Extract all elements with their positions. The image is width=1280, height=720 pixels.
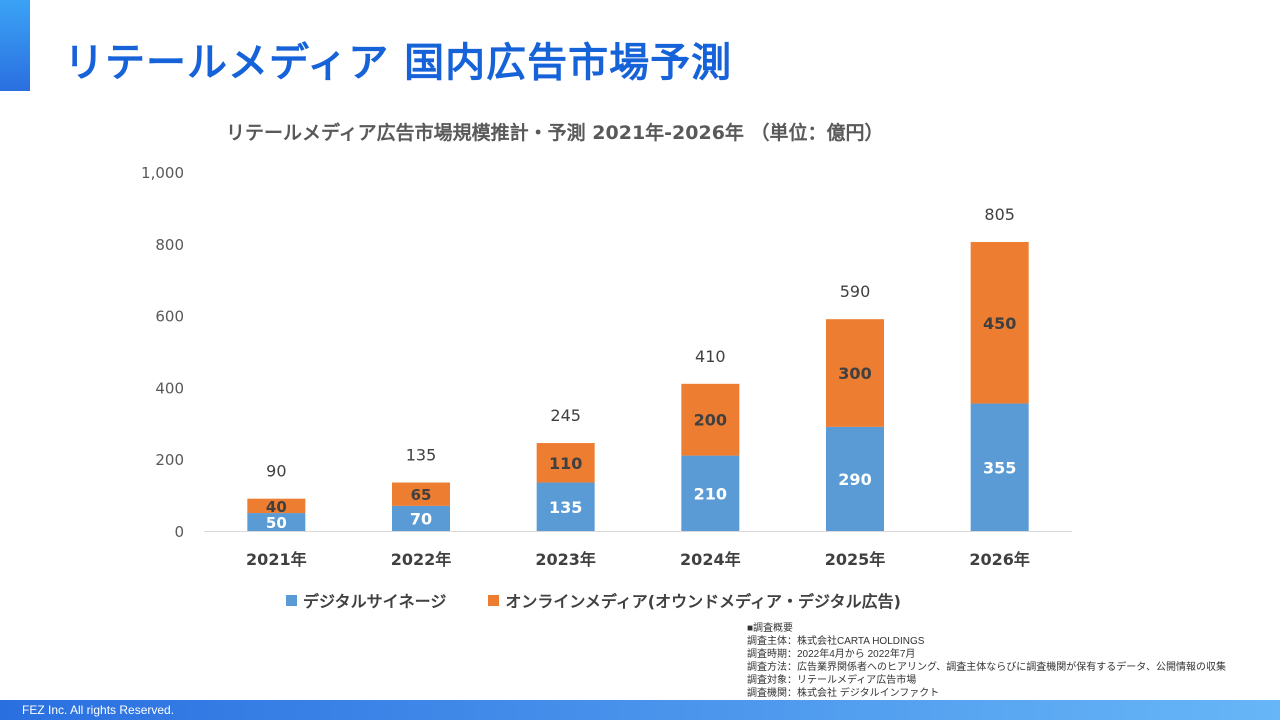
legend-swatch-online-media: [488, 594, 500, 606]
notes-heading: ■調査概要: [747, 623, 794, 634]
x-tick-label: 2024年: [680, 550, 741, 569]
x-tick-label: 2022年: [391, 550, 452, 569]
data-label-online-media: 450: [983, 314, 1016, 333]
data-label-online-media: 300: [838, 364, 871, 383]
notes-line: 調査対象：リテールメディア広告市場: [747, 675, 917, 686]
data-label-digital-signage: 50: [266, 514, 287, 532]
chart-legend: デジタルサイネージ オンラインメディア(オウンドメディア・デジタル広告): [286, 588, 943, 612]
title-accent-bar: [0, 0, 30, 91]
data-label-online-media: 65: [411, 486, 432, 504]
x-tick-label: 2023年: [535, 550, 596, 569]
bar-digital-signage: [970, 403, 1029, 531]
data-label-online-media: 200: [694, 411, 727, 430]
data-label-digital-signage: 210: [694, 484, 727, 503]
y-tick-label: 800: [155, 236, 184, 254]
bar-digital-signage: [681, 455, 740, 531]
bar-online-media: [970, 242, 1029, 404]
footer-copyright: FEZ Inc. All rights Reserved.: [22, 703, 175, 717]
x-tick-label: 2021年: [246, 550, 307, 569]
footer-bar: FEZ Inc. All rights Reserved.: [0, 700, 1280, 720]
y-tick-label: 1,000: [141, 164, 184, 182]
y-tick-label: 200: [155, 451, 184, 469]
x-tick-label: 2026年: [969, 550, 1030, 569]
chart-title: リテールメディア広告市場規模推計・予測 2021年-2026年 （単位：億円）: [226, 122, 884, 144]
total-label: 90: [266, 462, 286, 481]
survey-notes: ■調査概要 調査主体：株式会社CARTA HOLDINGS 調査時期：2022年…: [747, 622, 1226, 700]
total-label: 410: [695, 347, 726, 366]
bar-digital-signage: [536, 482, 595, 531]
total-label: 590: [840, 282, 871, 301]
legend-item-digital-signage: デジタルサイネージ: [286, 588, 446, 612]
page-title: リテールメディア 国内広告市場予測: [64, 40, 733, 86]
notes-line: 調査主体：株式会社CARTA HOLDINGS: [747, 636, 925, 647]
bar-online-media: [826, 319, 884, 427]
y-tick-label: 400: [155, 379, 184, 397]
data-label-digital-signage: 290: [838, 470, 871, 489]
notes-line: 調査機関：株式会社 デジタルインファクト: [747, 688, 940, 699]
data-label-digital-signage: 70: [410, 509, 432, 528]
total-label: 805: [984, 205, 1015, 224]
bar-digital-signage: [826, 426, 884, 531]
bar-online-media: [681, 383, 740, 456]
y-tick-label: 0: [174, 523, 184, 541]
notes-line: 調査方法：広告業界関係者へのヒアリング、調査主体ならびに調査機関が保有するデータ…: [747, 662, 1226, 673]
data-label-digital-signage: 135: [549, 498, 582, 517]
total-label: 135: [406, 446, 437, 465]
legend-label-digital-signage: デジタルサイネージ: [303, 592, 447, 611]
legend-label-online-media: オンラインメディア(オウンドメディア・デジタル広告): [505, 592, 901, 611]
data-label-online-media: 110: [549, 454, 582, 473]
bar-digital-signage: [392, 505, 450, 531]
x-tick-label: 2025年: [825, 550, 886, 569]
legend-item-online-media: オンラインメディア(オウンドメディア・デジタル広告): [488, 588, 901, 612]
notes-line: 調査時期：2022年4月から 2022年7月: [747, 649, 916, 660]
total-label: 245: [550, 406, 581, 425]
bar-online-media: [392, 482, 450, 506]
bar-online-media: [536, 443, 595, 483]
legend-swatch-digital-signage: [286, 594, 297, 606]
data-label-online-media: 40: [266, 498, 287, 516]
bar-digital-signage: [247, 513, 306, 531]
data-label-digital-signage: 355: [983, 458, 1016, 477]
y-tick-label: 600: [155, 308, 184, 326]
bar-online-media: [247, 498, 306, 514]
